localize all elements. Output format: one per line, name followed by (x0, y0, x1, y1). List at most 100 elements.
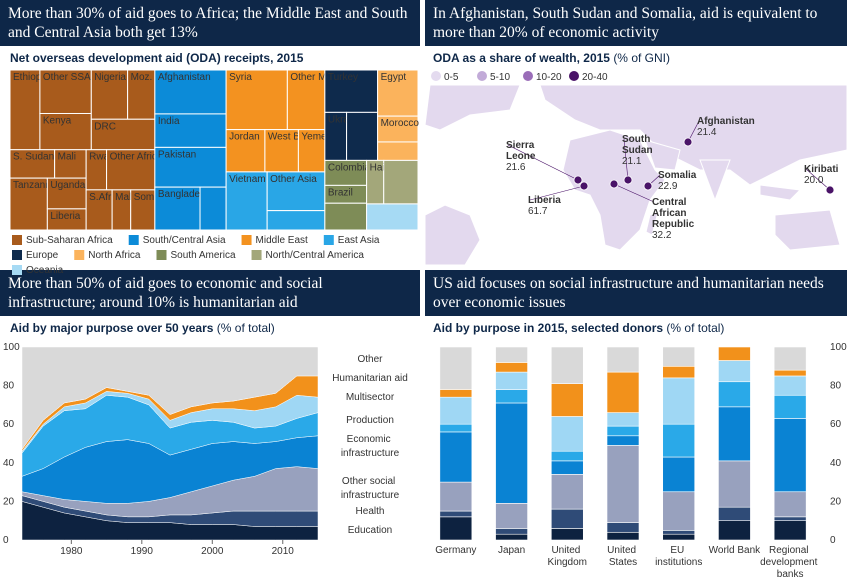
bar-segment (606, 531, 640, 541)
country-name: South Sudan (622, 134, 653, 156)
tile-label: Egypt (381, 72, 407, 83)
legend-label: Other (357, 354, 383, 365)
bar-segment (718, 346, 751, 361)
tile-label: Ukraine (328, 114, 363, 125)
legend-label: 0-5 (444, 72, 459, 83)
text-line: Education (348, 525, 392, 536)
treemap-tile (106, 149, 156, 191)
text-line: Production (346, 415, 394, 426)
legend-swatch (569, 71, 579, 81)
bar-segment (439, 389, 473, 398)
y-tick-label: 20 (3, 496, 15, 507)
treemap-tile (154, 186, 201, 231)
treemap-tile (324, 159, 368, 186)
tile-label: Brazil (328, 187, 353, 198)
chart-title: Net overseas development aid (ODA) recei… (10, 51, 304, 65)
panel-heading: More than 50% of aid goes to economic an… (0, 270, 420, 316)
bar-segment (439, 346, 473, 390)
chart-title: Aid by major purpose over 50 years (% of… (10, 321, 275, 335)
bar-segment (606, 412, 640, 427)
bar-segment (439, 423, 473, 433)
y-tick-label: 80 (830, 381, 842, 392)
legend-swatch (74, 250, 85, 260)
x-tick-label: United Kingdom (548, 545, 587, 568)
text-line: institutions (655, 557, 702, 568)
text-line: South (622, 134, 653, 145)
tile-label: Somalia (134, 192, 171, 203)
bar-segment (606, 425, 640, 437)
bar-segment (718, 381, 751, 408)
country-marker (579, 181, 589, 191)
legend-label: Humanitarian aid (332, 373, 408, 384)
panel-heading: US aid focuses on social infrastructure … (425, 270, 847, 316)
bar-segment (773, 491, 807, 518)
legend-label: 10-20 (536, 72, 562, 83)
treemap-tile (377, 115, 419, 143)
text-line: infrastructure (341, 490, 400, 501)
tile-label: Tanzania (13, 180, 53, 191)
legend-label: Education (348, 525, 392, 536)
y-tick-label: 60 (830, 419, 842, 430)
bar-segment (495, 346, 528, 363)
country-marker (573, 175, 583, 185)
title-main: Aid by major purpose over 50 years (10, 321, 214, 335)
text-line: African (652, 208, 689, 219)
country-name: Afghanistan (697, 116, 755, 127)
text-line: banks (777, 569, 804, 580)
legend-item: North Africa (74, 250, 141, 261)
country-marker (683, 137, 693, 147)
country-value: 32.2 (652, 230, 672, 241)
tile-label: S. Sudan (13, 152, 54, 163)
tile-label: Syria (229, 72, 252, 83)
x-tick-label: Regional development banks (760, 545, 820, 580)
bar-segment (439, 431, 473, 483)
tile-label: Yemen (301, 132, 332, 143)
bar-segment (439, 516, 473, 541)
legend-swatch (128, 235, 139, 245)
y-tick-label: 100 (830, 342, 847, 353)
legend-label: South America (171, 250, 236, 261)
legend-swatch (251, 250, 262, 260)
tile-label: Mali (58, 152, 76, 163)
legend-swatch (12, 235, 22, 245)
bar-segment (773, 394, 807, 419)
x-tick-label: United States (607, 545, 639, 568)
area-series (21, 346, 319, 451)
text-line: Central (652, 197, 689, 208)
legend-label: Oceania (26, 265, 64, 276)
bar-segment (550, 528, 584, 541)
legend-label: Middle East (256, 235, 308, 246)
bar-segment (439, 481, 473, 512)
bar-segment (606, 435, 640, 446)
tile-label: India (158, 116, 180, 127)
legend-label: Economic infrastructure (341, 434, 400, 459)
treemap-tile (39, 112, 92, 151)
treemap-tile (9, 177, 48, 231)
text-line: development (760, 557, 820, 568)
legend-swatch (523, 71, 533, 81)
bar-segment (773, 418, 807, 493)
title-units: (% of total) (217, 321, 275, 335)
legend-label: Multisector (346, 392, 395, 403)
map-land (424, 84, 847, 266)
legend-label: Health (356, 506, 385, 517)
country-name: Central African Republic (652, 197, 695, 230)
text-line: Humanitarian aid (332, 373, 408, 384)
tile-label: Jordan (229, 132, 260, 143)
country-value: 21.1 (622, 156, 642, 167)
bar-segment (662, 423, 696, 458)
treemap-tile (324, 69, 379, 113)
bar-segment (550, 346, 584, 384)
legend-item: South/Central Asia (128, 235, 226, 246)
text-line: States (609, 557, 637, 568)
bar-segment (495, 362, 528, 373)
x-tick-label: 1990 (131, 546, 154, 557)
tile-label: DRC (94, 121, 116, 132)
treemap-tile (85, 189, 113, 231)
tile-label: Afghanistan (158, 72, 211, 83)
legend-item: Europe (12, 250, 59, 261)
bar-segment (550, 450, 584, 462)
leader-line (507, 144, 579, 181)
y-tick-label: 0 (830, 535, 836, 546)
legend-swatch (477, 71, 487, 81)
